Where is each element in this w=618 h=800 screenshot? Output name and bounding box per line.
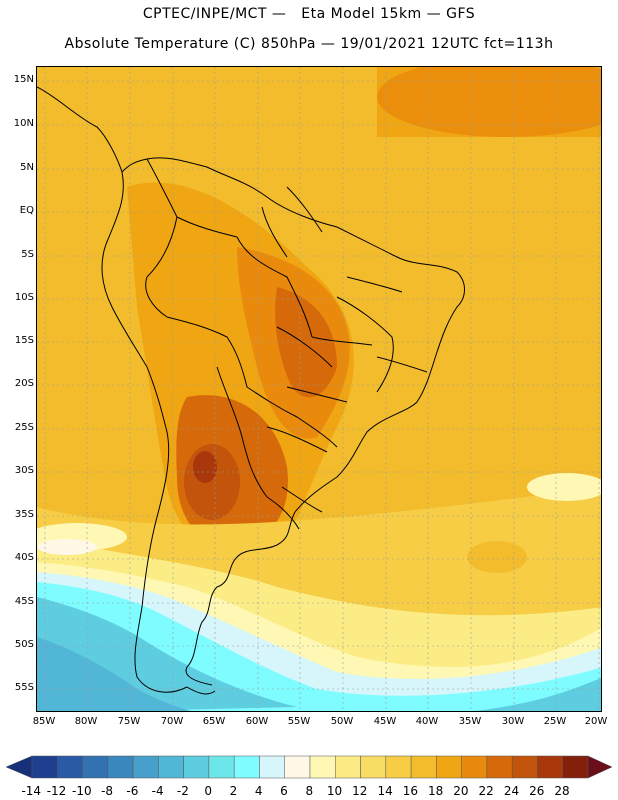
lon-label: 40W bbox=[415, 716, 439, 727]
legend-tick-label: 10 bbox=[326, 784, 343, 798]
legend-tick-label: 28 bbox=[554, 784, 570, 798]
lon-label: 85W bbox=[32, 716, 56, 727]
legend-swatch bbox=[461, 755, 488, 779]
lat-label: 50S bbox=[14, 639, 34, 650]
legend-arrow-low bbox=[5, 755, 33, 779]
lat-label: 20S bbox=[14, 378, 34, 389]
lat-label: 55S bbox=[14, 682, 34, 693]
color-legend bbox=[0, 748, 618, 800]
lat-label: 25S bbox=[14, 422, 34, 433]
legend-swatch bbox=[183, 755, 210, 779]
lon-label: 70W bbox=[160, 716, 184, 727]
lon-label: 50W bbox=[330, 716, 354, 727]
legend-swatch bbox=[158, 755, 184, 779]
legend-tick-label: 0 bbox=[204, 784, 212, 798]
legend-tick-label: 8 bbox=[305, 784, 314, 798]
lon-label: 25W bbox=[543, 716, 567, 727]
lon-label: 65W bbox=[202, 716, 226, 727]
lat-label: 10N bbox=[13, 118, 34, 129]
legend-swatch bbox=[57, 755, 83, 779]
legend-swatch bbox=[82, 755, 109, 779]
legend-swatch bbox=[436, 755, 462, 779]
legend-tick-label: -6 bbox=[126, 784, 139, 798]
legend-swatch bbox=[132, 755, 159, 779]
map-title-line2: Absolute Temperature (C) 850hPa — 19/01/… bbox=[64, 36, 554, 52]
legend-swatch bbox=[259, 755, 285, 779]
lon-label: 55W bbox=[287, 716, 311, 727]
legend-tick-label: 4 bbox=[254, 784, 263, 798]
legend-tick-label: 14 bbox=[377, 784, 393, 798]
legend-tick-label: -14 bbox=[21, 784, 42, 798]
legend-swatch bbox=[385, 755, 412, 779]
lat-label: 5N bbox=[20, 162, 34, 173]
legend-tick-label: -12 bbox=[46, 784, 67, 798]
legend-swatch bbox=[284, 755, 311, 779]
lon-label: 75W bbox=[117, 716, 141, 727]
legend-tick-label: -8 bbox=[101, 784, 114, 798]
lat-label: 15N bbox=[13, 74, 34, 85]
color-legend-bar bbox=[5, 755, 613, 779]
legend-swatch bbox=[511, 755, 538, 779]
temperature-map bbox=[36, 66, 602, 712]
legend-tick-label: 12 bbox=[352, 784, 368, 798]
lon-label: 35W bbox=[458, 716, 482, 727]
legend-swatch bbox=[486, 755, 513, 779]
legend-tick-label: 6 bbox=[280, 784, 288, 798]
legend-swatch bbox=[107, 755, 134, 779]
legend-tick-label: -2 bbox=[176, 784, 189, 798]
legend-tick-label: 24 bbox=[503, 784, 520, 798]
lat-label: 30S bbox=[14, 465, 34, 476]
lon-label: 45W bbox=[373, 716, 397, 727]
legend-tick-label: -10 bbox=[72, 784, 92, 798]
legend-tick-label: 2 bbox=[229, 784, 238, 798]
lat-label: 15S bbox=[14, 335, 34, 346]
legend-tick-label: -4 bbox=[151, 784, 164, 798]
legend-swatch bbox=[335, 755, 361, 779]
legend-tick-label: 22 bbox=[478, 784, 494, 798]
lat-label: 45S bbox=[14, 596, 34, 607]
lat-label: 10S bbox=[14, 292, 34, 303]
legend-tick-label: 16 bbox=[402, 784, 418, 798]
legend-swatch bbox=[233, 755, 260, 779]
legend-tick-label: 18 bbox=[427, 784, 444, 798]
legend-tick-label: 26 bbox=[529, 784, 545, 798]
temperature-field bbox=[37, 67, 601, 711]
lon-label: 80W bbox=[74, 716, 98, 727]
legend-arrow-high bbox=[587, 755, 613, 779]
legend-swatch bbox=[360, 755, 387, 779]
legend-swatch bbox=[31, 755, 58, 779]
legend-swatch bbox=[309, 755, 336, 779]
legend-swatch bbox=[410, 755, 437, 779]
lat-label: 40S bbox=[14, 552, 34, 563]
lon-label: 60W bbox=[245, 716, 269, 727]
legend-swatch bbox=[562, 755, 589, 779]
legend-swatch bbox=[537, 755, 563, 779]
lon-label: 30W bbox=[501, 716, 525, 727]
lat-label: 5S bbox=[21, 249, 34, 260]
legend-swatch bbox=[208, 755, 235, 779]
legend-tick-label: 20 bbox=[453, 784, 469, 798]
lon-label: 20W bbox=[584, 716, 608, 727]
lat-label: 35S bbox=[14, 509, 34, 520]
map-title-line1: CPTEC/INPE/MCT — Eta Model 15km — GFS bbox=[142, 6, 476, 22]
lat-label: EQ bbox=[19, 205, 34, 216]
